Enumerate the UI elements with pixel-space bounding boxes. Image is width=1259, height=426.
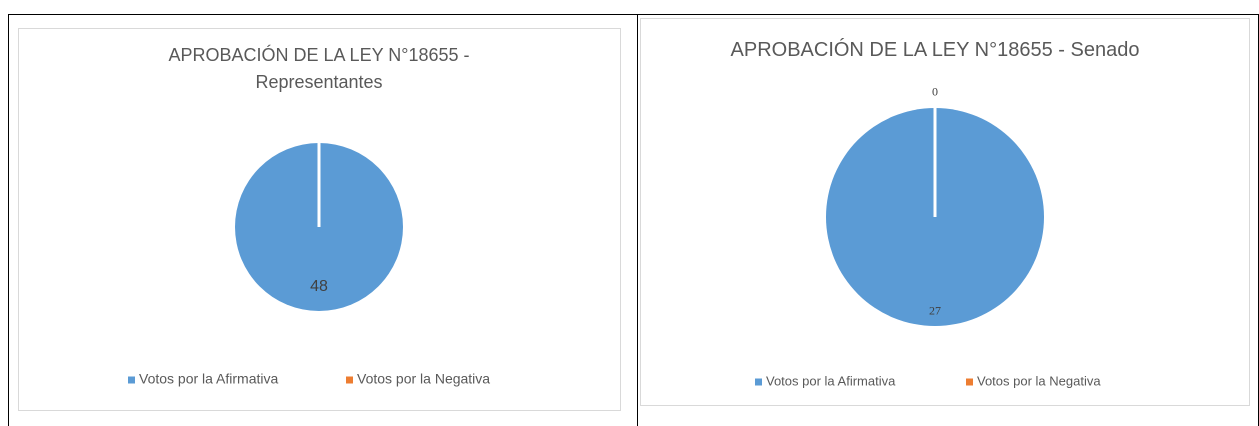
chart-title: APROBACIÓN DE LA LEY N°18655 - Represent… <box>168 45 470 92</box>
data-label: 48 <box>310 278 328 295</box>
legend-swatch <box>755 378 762 386</box>
table-border <box>637 14 638 426</box>
legend-label: Votos por la Negativa <box>977 373 1101 388</box>
table-border <box>8 14 9 426</box>
data-label: 27 <box>929 304 941 318</box>
chart-frame <box>18 28 621 411</box>
legend-label: Votos por la Afirmativa <box>139 371 279 387</box>
legend-swatch <box>346 376 353 384</box>
legend-swatch <box>128 376 135 384</box>
chart-title: APROBACIÓN DE LA LEY N°18655 - Senado <box>730 39 1140 61</box>
legend-label: Votos por la Negativa <box>357 371 490 387</box>
legend-swatch <box>966 378 973 386</box>
legend-label: Votos por la Afirmativa <box>766 373 896 388</box>
table-border <box>8 14 1259 15</box>
data-label: 0 <box>932 84 938 98</box>
